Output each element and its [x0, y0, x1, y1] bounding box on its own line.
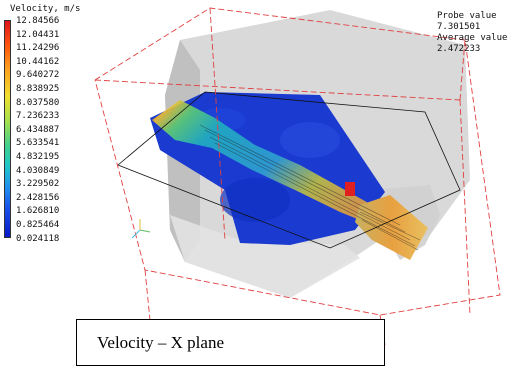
legend-tick-label: 2.428156 [16, 192, 60, 203]
legend-tick-label: 3.229502 [16, 179, 60, 190]
axis-triad [131, 219, 151, 239]
solid-body-front-lower [170, 215, 360, 298]
legend-tick-label: 1.626810 [16, 206, 60, 217]
legend-tick-label: 12.04431 [16, 29, 60, 40]
legend-tick-label: 0.825464 [16, 220, 60, 230]
legend-tick-label: 12.84566 [16, 16, 60, 26]
legend-tick-label: 8.838925 [16, 84, 60, 94]
legend-tick-label: 5.633541 [16, 138, 60, 149]
legend-tick-label: 4.832195 [16, 152, 60, 162]
legend-tick-label: 11.24296 [16, 43, 60, 54]
velocity-vectors [199, 124, 421, 251]
plane-contour-1 [220, 178, 290, 222]
probe-value: 7.301501 [437, 22, 481, 32]
plane-contour-2 [280, 122, 340, 158]
legend-color-bar [4, 20, 11, 238]
legend-tick-label: 9.640272 [16, 70, 60, 81]
legend-tick-label: 4.030849 [16, 165, 60, 176]
cut-plane-outline [117, 91, 461, 249]
legend-title: Velocity, m/s [10, 4, 81, 14]
legend-tick-label: 6.434887 [16, 124, 60, 135]
probe-marker[interactable] [345, 182, 355, 196]
legend-tick-label: 10.44162 [16, 56, 60, 67]
probe-readout: Probe value 7.301501 Average value 2.472… [437, 11, 507, 55]
caption-box: Velocity – X plane [76, 319, 385, 366]
probe-value-label: Probe value [437, 11, 497, 21]
outlet-velocity-region [355, 195, 428, 260]
caption-text: Velocity – X plane [97, 332, 224, 352]
average-value: 2.472233 [437, 44, 481, 54]
average-value-label: Average value [437, 33, 508, 43]
legend-tick-label: 7.236233 [16, 111, 60, 122]
legend-tick-label: 8.037580 [16, 97, 60, 108]
velocity-jet [152, 100, 390, 228]
legend-tick-label: 0.024118 [16, 233, 60, 244]
